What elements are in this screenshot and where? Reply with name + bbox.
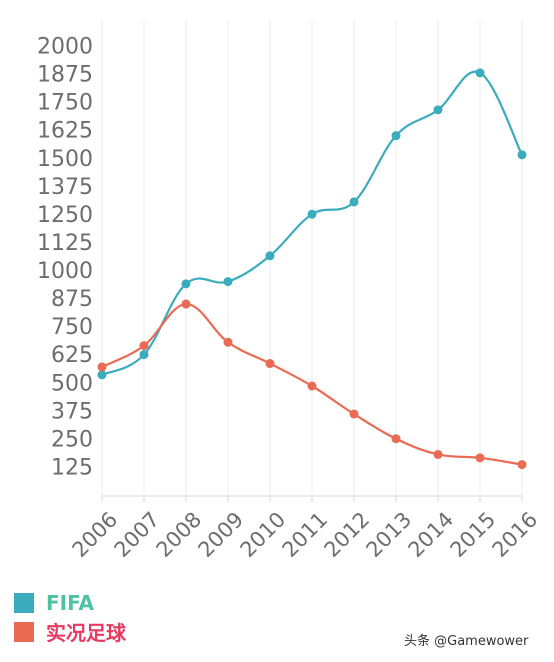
data-point-fifa-2012 [349, 197, 359, 207]
data-point-fifa-2011 [307, 209, 317, 219]
data-point-fifa-2016 [517, 150, 527, 160]
data-point-fifa-2006 [97, 370, 107, 380]
y-tick-labels: 125 250 375 500 625 750 875 1000 1125 1250 1375 150… [37, 35, 93, 481]
legend-swatch-pes [14, 621, 34, 642]
data-point-fifa-2013 [391, 131, 401, 141]
x-tick-label: 2013 [362, 507, 417, 562]
data-point-fifa-2015 [475, 68, 485, 78]
x-tick-label: 2008 [152, 507, 207, 562]
x-tick-label: 2007 [110, 507, 165, 562]
data-point-pes-2011 [307, 381, 317, 391]
data-point-pes-2014 [433, 449, 443, 459]
legend-label-fifa: FIFA [46, 590, 94, 615]
y-tick-label: 1125 [37, 231, 93, 256]
legend-item-fifa: FIFA [14, 588, 314, 617]
data-point-pes-2008 [181, 299, 191, 309]
data-point-fifa-2009 [223, 277, 233, 287]
data-point-pes-2007 [139, 341, 149, 351]
data-point-pes-2009 [223, 337, 233, 347]
x-tick-label: 2010 [236, 507, 291, 562]
x-tick-label: 2006 [68, 507, 123, 562]
y-tick-label: 1375 [37, 175, 93, 200]
data-point-pes-2015 [475, 453, 485, 463]
y-tick-label: 1000 [37, 259, 93, 284]
gridlines [101, 20, 523, 496]
y-tick-label: 875 [51, 287, 93, 312]
legend-swatch-fifa [14, 592, 34, 613]
data-point-pes-2016 [517, 460, 527, 470]
x-tick-label: 2015 [446, 507, 501, 562]
x-tick-label: 2014 [404, 507, 459, 562]
y-tick-label: 1500 [37, 147, 93, 172]
watermark: 头条 @Gamewower [404, 634, 529, 649]
y-tick-label: 1875 [37, 63, 93, 88]
y-tick-label: 1250 [37, 203, 93, 228]
legend: FIFA 实况足球 [14, 588, 314, 646]
series-pes [97, 299, 527, 470]
x-tick-label: 2012 [320, 507, 375, 562]
x-tick-label: 2016 [488, 507, 543, 562]
data-point-fifa-2014 [433, 105, 443, 115]
y-tick-label: 2000 [37, 35, 93, 60]
data-point-fifa-2008 [181, 279, 191, 289]
legend-label-pes: 实况足球 [46, 621, 126, 645]
x-tick-label: 2011 [278, 507, 333, 562]
y-tick-label: 250 [51, 427, 93, 452]
x-tick-label: 2009 [194, 507, 249, 562]
y-tick-label: 1625 [37, 119, 93, 144]
y-tick-label: 125 [51, 455, 93, 480]
x-tick-labels: 2006200720082009201020112012201320142015… [68, 507, 543, 562]
y-tick-label: 625 [51, 343, 93, 368]
y-tick-label: 1750 [37, 91, 93, 116]
legend-item-pes: 实况足球 [14, 617, 314, 646]
data-point-pes-2010 [265, 359, 275, 369]
axes [101, 495, 523, 502]
data-point-pes-2012 [349, 409, 359, 419]
y-tick-label: 375 [51, 399, 93, 424]
y-tick-label: 750 [51, 315, 93, 340]
data-point-pes-2006 [97, 362, 107, 372]
data-point-fifa-2007 [139, 350, 149, 360]
data-point-fifa-2010 [265, 251, 275, 261]
series-fifa [97, 68, 527, 380]
series-lines [97, 68, 527, 470]
data-point-pes-2013 [391, 434, 401, 444]
y-tick-label: 500 [51, 371, 93, 396]
